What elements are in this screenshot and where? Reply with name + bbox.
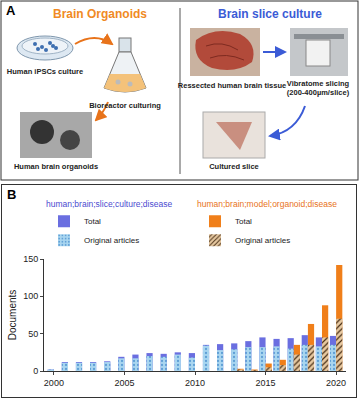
svg-text:2010: 2010	[185, 378, 205, 388]
html-text:B: B	[7, 187, 17, 202]
svg-text:Vibratome slicing: Vibratome slicing	[287, 79, 350, 88]
svg-text:0: 0	[33, 366, 38, 376]
svg-text:Cultured slice: Cultured slice	[209, 162, 259, 171]
svg-text:2015: 2015	[256, 378, 276, 388]
svg-text:150: 150	[23, 254, 38, 264]
svg-text:50: 50	[28, 329, 38, 339]
svg-text:2020: 2020	[326, 378, 346, 388]
svg-text:human;brain;model;organoid;dis: human;brain;model;organoid;disease	[197, 199, 337, 209]
svg-text:2005: 2005	[114, 378, 134, 388]
svg-text:Human brain organoids: Human brain organoids	[14, 162, 98, 171]
svg-text:Brain slice culture: Brain slice culture	[218, 7, 322, 21]
svg-text:2000: 2000	[44, 378, 64, 388]
svg-text:Ressected human brain tissue: Ressected human brain tissue	[178, 81, 286, 90]
svg-text:(200-400µm/slice): (200-400µm/slice)	[287, 88, 350, 97]
svg-text:Total: Total	[235, 217, 252, 226]
svg-text:human;brain;slice;culture;dise: human;brain;slice;culture;disease	[46, 199, 172, 209]
svg-text:Human iPSCs culture: Human iPSCs culture	[7, 67, 83, 76]
svg-text:100: 100	[23, 291, 38, 301]
svg-text:Bioreactor culturing: Bioreactor culturing	[89, 101, 161, 110]
svg-text:Original articles: Original articles	[84, 236, 139, 245]
svg-text:Original articles: Original articles	[235, 236, 290, 245]
svg-text:Total: Total	[84, 217, 101, 226]
svg-text:A: A	[6, 3, 16, 18]
svg-text:Documents: Documents	[7, 290, 18, 341]
svg-text:Brain Organoids: Brain Organoids	[53, 7, 147, 21]
